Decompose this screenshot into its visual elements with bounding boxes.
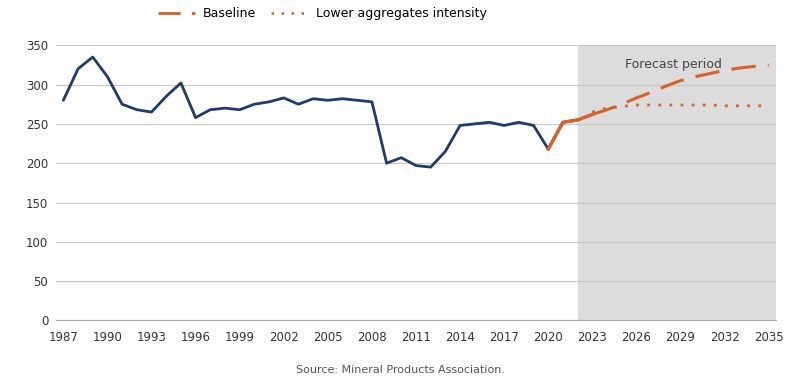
Text: Forecast period: Forecast period — [625, 58, 722, 71]
Legend: Baseline, Lower aggregates intensity: Baseline, Lower aggregates intensity — [153, 2, 492, 25]
Text: Source: Mineral Products Association.: Source: Mineral Products Association. — [295, 365, 505, 375]
Bar — [578, 45, 790, 320]
